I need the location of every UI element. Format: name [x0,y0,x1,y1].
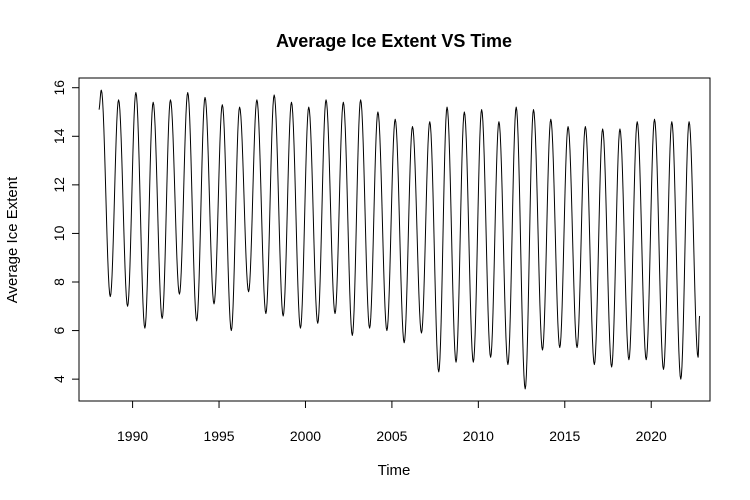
chart-title: Average Ice Extent VS Time [276,31,512,51]
y-tick-label: 16 [51,80,67,96]
y-tick-label: 8 [51,278,67,286]
x-tick-label: 2020 [636,428,667,444]
x-axis: 1990 1995 2000 2005 2010 2015 2020 [117,400,667,444]
y-tick-label: 10 [51,225,67,241]
y-tick-label: 6 [51,326,67,334]
x-axis-title: Time [378,462,411,479]
x-tick-label: 2000 [290,428,321,444]
x-tick-label: 2010 [463,428,494,444]
x-tick-label: 1990 [117,428,148,444]
y-axis: 4 6 8 10 12 14 16 [51,80,80,383]
y-axis-title: Average Ice Extent [4,176,21,303]
x-tick-label: 2015 [549,428,580,444]
x-tick-label: 2005 [376,428,407,444]
x-tick-label: 1995 [203,428,234,444]
y-tick-label: 4 [51,375,67,383]
y-tick-label: 12 [51,177,67,193]
y-tick-label: 14 [51,128,67,144]
series-line-ice-extent [98,89,701,390]
